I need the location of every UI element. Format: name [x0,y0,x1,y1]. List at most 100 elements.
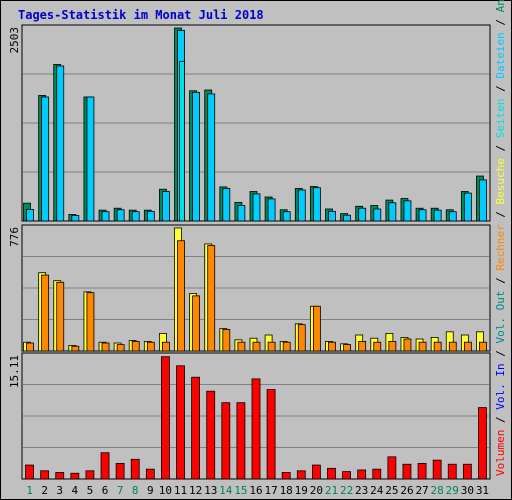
bar-volumen-day-18 [281,472,291,480]
bar-volumen-day-11 [176,365,185,480]
bar-volumen-day-4 [70,472,80,480]
legend-side-label: Volumen / Vol. In / Vol. Out / Rechner /… [494,0,507,476]
day-label-22: 22 [340,484,353,497]
bar-volumen-day-3 [55,472,65,480]
day-label-11: 11 [174,484,187,497]
bar-rechner-day-30 [463,341,472,352]
bar-rechner-day-19 [297,324,306,352]
ymax-label-volume: 15.11 [8,355,21,388]
legend-part-10: Seiten [494,98,507,138]
bar-dateien-day-6 [101,211,110,222]
day-label-21: 21 [325,484,338,497]
day-label-13: 13 [204,484,217,497]
bar-volumen-day-2 [40,470,50,480]
day-label-5: 5 [87,484,94,497]
day-label-17: 17 [264,484,277,497]
bar-rechner-day-29 [448,341,457,352]
bar-rechner-day-14 [222,329,231,352]
bar-dateien-day-4 [71,215,80,222]
bar-dateien-day-1 [26,208,34,222]
legend-part-0: Volumen [494,430,507,476]
bar-volumen-day-25 [387,456,397,480]
bar-dateien-day-25 [388,202,397,222]
day-label-16: 16 [249,484,262,497]
bar-rechner-day-28 [433,341,442,352]
day-label-18: 18 [280,484,293,497]
bar-rechner-day-6 [101,342,110,352]
day-label-3: 3 [56,484,63,497]
bar-rechner-day-17 [267,341,276,352]
bar-dateien-day-21 [328,210,336,222]
day-label-24: 24 [370,484,384,497]
legend-part-3: / [494,344,507,364]
bar-dateien-day-23 [358,207,367,222]
legend-part-13: / [494,12,507,32]
bar-volumen-day-28 [432,459,442,480]
bar-volumen-day-12 [191,376,201,480]
bar-volumen-day-22 [342,471,351,480]
day-label-25: 25 [385,484,398,497]
bar-dateien-day-8 [131,211,140,222]
day-label-26: 26 [400,484,413,497]
ymax-label-visits: 776 [8,227,21,247]
bar-dateien-day-14 [222,188,231,222]
legend-part-14: Anfragen [494,0,507,12]
bar-rechner-day-11 [177,240,185,352]
bar-dateien-day-3 [56,65,65,222]
day-label-20: 20 [310,484,323,497]
bar-dateien-day-13 [207,93,216,222]
bar-volumen-day-13 [206,390,216,480]
bar-rechner-day-26 [403,338,412,352]
bar-volumen-day-15 [236,402,246,480]
bar-dateien-day-7 [116,209,125,222]
ymax-label-hits: 2503 [8,27,21,54]
bar-volumen-day-14 [221,402,231,480]
bar-dateien-day-28 [433,209,442,222]
bar-rechner-day-31 [479,341,487,352]
day-label-31: 31 [476,484,489,497]
day-label-27: 27 [415,484,428,497]
legend-part-11: / [494,79,507,99]
bar-dateien-day-26 [403,200,412,222]
bar-rechner-day-15 [237,341,246,352]
bar-rechner-day-1 [26,342,34,352]
bar-rechner-day-7 [116,344,125,352]
bar-rechner-day-10 [162,341,170,352]
legend-part-12: Dateien [494,32,507,78]
day-label-2: 2 [41,484,48,497]
bar-rechner-day-24 [373,341,382,352]
bar-dateien-day-22 [343,214,351,222]
bar-volumen-day-7 [115,463,125,480]
bar-volumen-day-19 [296,470,306,480]
bar-rechner-day-23 [358,341,367,352]
bar-dateien-day-19 [297,189,306,222]
bar-rechner-day-5 [86,292,95,352]
bar-volumen-day-16 [251,378,261,480]
legend-part-5: / [494,271,507,291]
bar-rechner-day-4 [71,345,80,352]
day-label-6: 6 [102,484,109,497]
day-label-8: 8 [132,484,139,497]
bar-rechner-day-25 [388,341,397,352]
day-label-12: 12 [189,484,202,497]
bar-rechner-day-22 [343,344,351,352]
bar-dateien-day-5 [86,96,95,222]
bar-rechner-day-9 [146,341,155,352]
bar-rechner-day-21 [328,341,336,352]
bar-volumen-day-20 [311,464,321,480]
bar-dateien-day-10 [162,191,170,222]
bar-rechner-day-27 [418,341,427,352]
bar-dateien-day-29 [448,211,457,222]
day-label-19: 19 [295,484,308,497]
bar-rechner-day-18 [282,341,291,352]
legend-part-6: Rechner [494,224,507,271]
bar-rechner-day-13 [207,245,216,352]
bar-dateien-day-17 [267,198,276,222]
day-label-4: 4 [72,484,79,497]
bar-volumen-day-30 [462,463,472,480]
bar-dateien-day-15 [237,205,246,222]
day-label-28: 28 [431,484,444,497]
day-label-23: 23 [355,484,368,497]
bar-dateien-day-12 [192,91,201,222]
